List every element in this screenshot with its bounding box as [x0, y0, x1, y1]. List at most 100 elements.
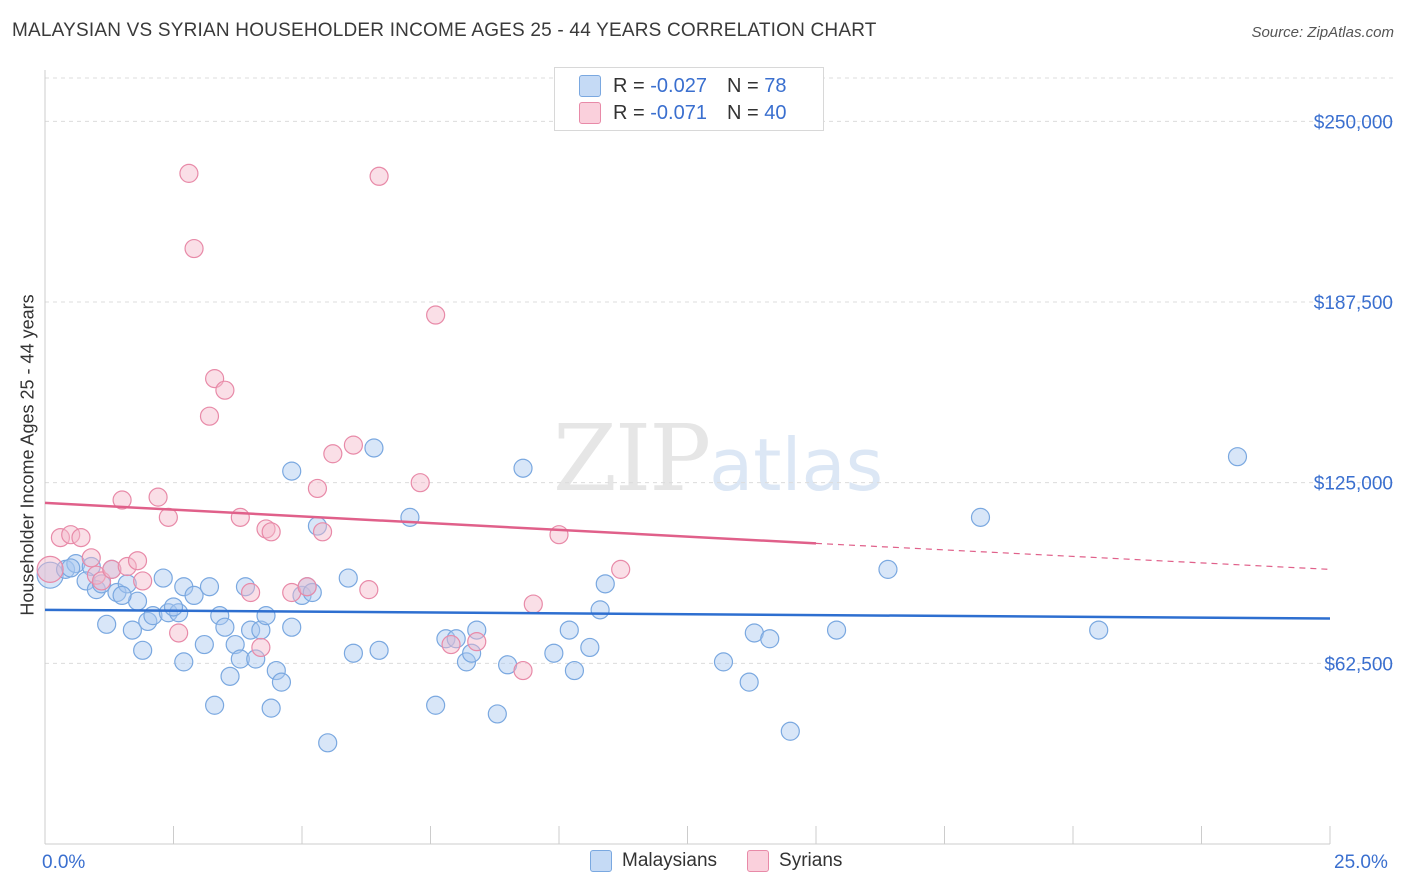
- point-malaysians: [271, 672, 292, 692]
- point-syrians: [133, 571, 153, 591]
- watermark-atlas: atlas: [709, 423, 884, 507]
- point-malaysians: [235, 577, 256, 597]
- legend-n-value: 40: [764, 101, 787, 124]
- point-malaysians: [369, 640, 389, 660]
- point-malaysians: [559, 620, 579, 640]
- legend-label-syrians: Syrians: [779, 850, 843, 871]
- point-syrians: [410, 473, 430, 493]
- point-syrians: [369, 166, 389, 186]
- point-malaysians: [590, 600, 610, 620]
- y-tick-label: $62,500: [1324, 654, 1393, 675]
- trendline-malaysians: [44, 608, 1331, 620]
- legend-item-malaysians[interactable]: Malaysians: [590, 850, 717, 872]
- point-malaysians: [544, 643, 564, 663]
- point-malaysians: [194, 634, 214, 655]
- point-malaysians: [230, 649, 250, 669]
- point-malaysians: [595, 574, 615, 594]
- point-malaysians: [97, 614, 117, 634]
- point-malaysians: [169, 603, 189, 623]
- point-malaysians: [302, 582, 322, 603]
- point-malaysians: [426, 695, 446, 715]
- legend-r-label: R =: [613, 101, 645, 124]
- legend-row-malaysians: R = -0.027 N = 78: [579, 73, 786, 99]
- point-malaysians: [153, 568, 173, 588]
- legend-swatch-malaysians: [590, 850, 612, 872]
- point-malaysians: [400, 507, 420, 527]
- legend-n-value: 78: [764, 74, 787, 97]
- chart-title: MALAYSIAN VS SYRIAN HOUSEHOLDER INCOME A…: [12, 20, 877, 41]
- point-syrians: [241, 582, 261, 603]
- point-malaysians: [266, 660, 286, 681]
- series-legend: Malaysians Syrians: [590, 850, 872, 872]
- point-syrians: [251, 637, 271, 658]
- point-malaysians: [205, 695, 225, 715]
- point-syrians: [36, 555, 64, 583]
- point-malaysians: [199, 577, 220, 597]
- point-malaysians: [282, 617, 302, 637]
- point-malaysians: [256, 606, 276, 626]
- y-tick-label: $125,000: [1314, 474, 1393, 495]
- point-syrians: [307, 478, 328, 499]
- point-malaysians: [487, 704, 507, 724]
- point-malaysians: [163, 597, 184, 617]
- point-syrians: [256, 519, 276, 539]
- point-malaysians: [970, 507, 991, 527]
- point-malaysians: [564, 660, 585, 681]
- point-malaysians: [122, 620, 142, 640]
- point-malaysians: [133, 640, 153, 660]
- point-malaysians: [61, 558, 81, 578]
- point-malaysians: [225, 634, 245, 655]
- point-syrians: [148, 487, 168, 507]
- legend-r-value: -0.071: [650, 101, 707, 124]
- x-max-label: 25.0%: [1334, 852, 1388, 873]
- point-malaysians: [878, 559, 898, 579]
- legend-swatch-malaysians: [579, 75, 601, 97]
- point-malaysians: [446, 629, 466, 649]
- point-malaysians: [1089, 620, 1109, 640]
- legend-n-label: N =: [726, 74, 759, 97]
- point-malaysians: [138, 611, 158, 632]
- point-syrians: [179, 163, 199, 183]
- point-malaysians: [246, 649, 266, 669]
- point-malaysians: [364, 438, 384, 458]
- point-syrians: [81, 548, 101, 568]
- point-malaysians: [580, 637, 600, 658]
- point-syrians: [297, 577, 317, 597]
- point-syrians: [523, 594, 543, 614]
- watermark-zip: ZIP: [553, 405, 711, 512]
- source-label: Source: ZipAtlas.com: [1251, 24, 1394, 41]
- legend-r-label: R =: [613, 74, 645, 97]
- point-syrians: [441, 634, 461, 655]
- point-malaysians: [462, 643, 482, 663]
- point-syrians: [426, 305, 446, 325]
- point-malaysians: [713, 652, 734, 672]
- point-malaysians: [739, 672, 759, 692]
- point-syrians: [112, 490, 132, 510]
- point-syrians: [261, 522, 281, 542]
- y-tick-label: $250,000: [1314, 112, 1393, 133]
- trendline-syrians: [44, 501, 817, 545]
- x-min-label: 0.0%: [42, 852, 86, 873]
- point-malaysians: [467, 620, 487, 640]
- watermark: ZIPatlas: [553, 405, 883, 512]
- point-malaysians: [436, 629, 456, 649]
- point-malaysians: [112, 585, 132, 606]
- point-syrians: [513, 660, 533, 681]
- point-syrians: [102, 559, 122, 579]
- legend-n-label: N =: [726, 101, 759, 124]
- point-malaysians: [158, 603, 178, 623]
- point-malaysians: [1227, 447, 1248, 467]
- point-syrians: [215, 380, 235, 400]
- point-syrians: [611, 559, 631, 579]
- point-syrians: [127, 551, 148, 571]
- point-malaysians: [338, 568, 358, 588]
- point-malaysians: [220, 666, 240, 686]
- point-malaysians: [117, 574, 137, 594]
- point-malaysians: [760, 629, 780, 649]
- point-malaysians: [282, 461, 302, 481]
- legend-item-syrians[interactable]: Syrians: [747, 850, 842, 872]
- point-syrians: [323, 444, 343, 464]
- point-syrians: [71, 527, 91, 548]
- point-syrians: [199, 406, 220, 426]
